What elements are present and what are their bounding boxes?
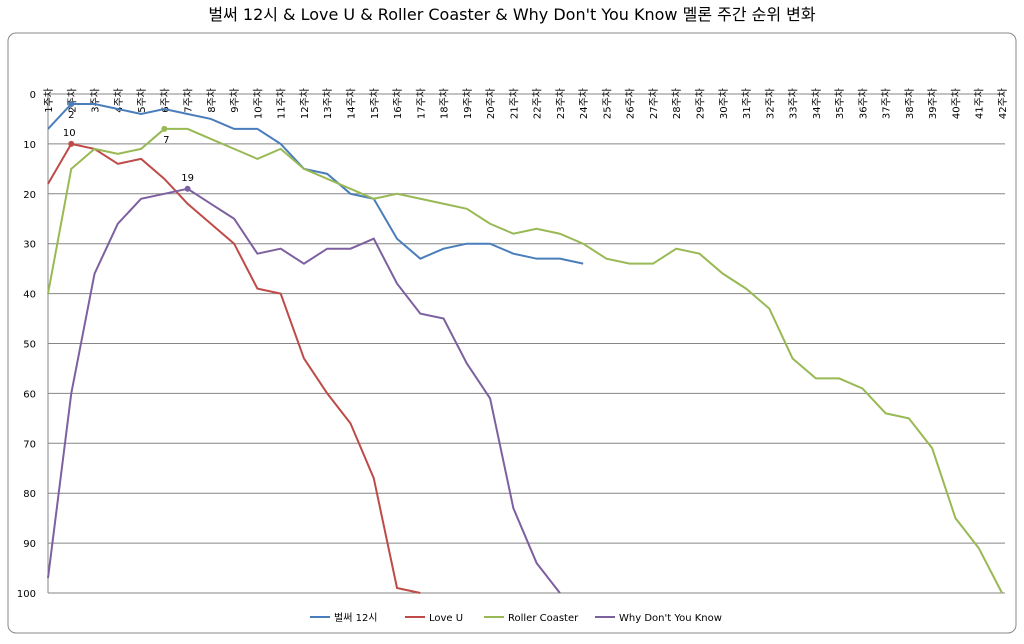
x-tick-label: 31주차 [741, 88, 753, 119]
y-tick-label: 100 [17, 589, 36, 600]
legend-label: 벌써 12시 [334, 612, 378, 624]
x-tick-label: 36주차 [857, 88, 869, 119]
x-tick-label: 42주차 [997, 88, 1009, 119]
series-line [47, 142, 421, 594]
y-tick-label: 80 [23, 489, 36, 500]
y-tick-label: 90 [23, 539, 36, 550]
x-tick-label: 11주차 [276, 88, 288, 119]
data-point [161, 125, 168, 132]
x-tick-label: 33주차 [788, 88, 800, 119]
x-tick-label: 38주차 [904, 88, 916, 119]
legend-label: Roller Coaster [508, 613, 579, 624]
x-tick-label: 23주차 [555, 88, 567, 119]
x-tick-label: 34주차 [811, 88, 823, 119]
y-tick-label: 50 [23, 340, 36, 351]
x-tick-label: 22주차 [532, 88, 544, 119]
x-tick-label: 30주차 [718, 88, 730, 119]
y-tick-label: 0 [30, 90, 36, 101]
x-tick-label: 9주차 [229, 88, 241, 113]
x-tick-label: 6주차 [159, 88, 171, 113]
chart-title: 벌써 12시 & Love U & Roller Coaster & Why D… [208, 5, 816, 24]
data-point [68, 140, 75, 147]
x-tick-label: 3주차 [90, 88, 102, 113]
series-line [47, 127, 1003, 594]
legend-label: Why Don't You Know [619, 613, 722, 624]
x-tick-label: 24주차 [578, 88, 590, 119]
data-label: 10 [63, 128, 76, 139]
x-tick-label: 7주차 [183, 88, 195, 113]
series-line [47, 187, 561, 594]
x-tick-label: 25주차 [601, 88, 613, 119]
y-tick-label: 20 [23, 190, 36, 201]
x-tick-label: 1주차 [43, 88, 55, 113]
x-tick-label: 28주차 [671, 88, 683, 119]
x-tick-label: 35주차 [834, 88, 846, 119]
x-tick-label: 18주차 [439, 88, 451, 119]
x-tick-label: 20주차 [485, 88, 497, 119]
x-tick-label: 37주차 [881, 88, 893, 119]
x-tick-label: 4주차 [113, 88, 125, 113]
data-label: 2 [68, 110, 74, 121]
x-tick-label: 14주차 [345, 88, 357, 119]
y-tick-label: 70 [23, 439, 36, 450]
series-line [47, 102, 584, 265]
data-label: 7 [163, 135, 169, 146]
x-tick-label: 8주차 [206, 88, 218, 113]
x-tick-label: 27주차 [648, 88, 660, 119]
data-point [68, 100, 75, 107]
x-tick-label: 5주차 [136, 88, 148, 113]
x-tick-label: 32주차 [764, 88, 776, 119]
x-tick-label: 40주차 [950, 88, 962, 119]
chart-border [7, 32, 1017, 634]
x-tick-label: 19주차 [462, 88, 474, 119]
x-tick-label: 13주차 [322, 88, 334, 119]
y-tick-label: 10 [23, 140, 36, 151]
x-tick-label: 12주차 [299, 88, 311, 119]
x-tick-label: 10주차 [252, 88, 264, 119]
x-tick-label: 15주차 [369, 88, 381, 119]
y-tick-label: 40 [23, 290, 36, 301]
x-tick-label: 17주차 [415, 88, 427, 119]
data-label: 19 [181, 173, 194, 184]
x-tick-label: 39주차 [927, 88, 939, 119]
y-tick-label: 30 [23, 240, 36, 251]
x-tick-label: 21주차 [508, 88, 520, 119]
x-tick-label: 41주차 [974, 88, 986, 119]
x-tick-label: 29주차 [695, 88, 707, 119]
x-tick-label: 16주차 [392, 88, 404, 119]
x-tick-label: 26주차 [625, 88, 637, 119]
legend-label: Love U [429, 613, 463, 624]
y-tick-label: 60 [23, 389, 36, 400]
data-point [184, 185, 191, 192]
